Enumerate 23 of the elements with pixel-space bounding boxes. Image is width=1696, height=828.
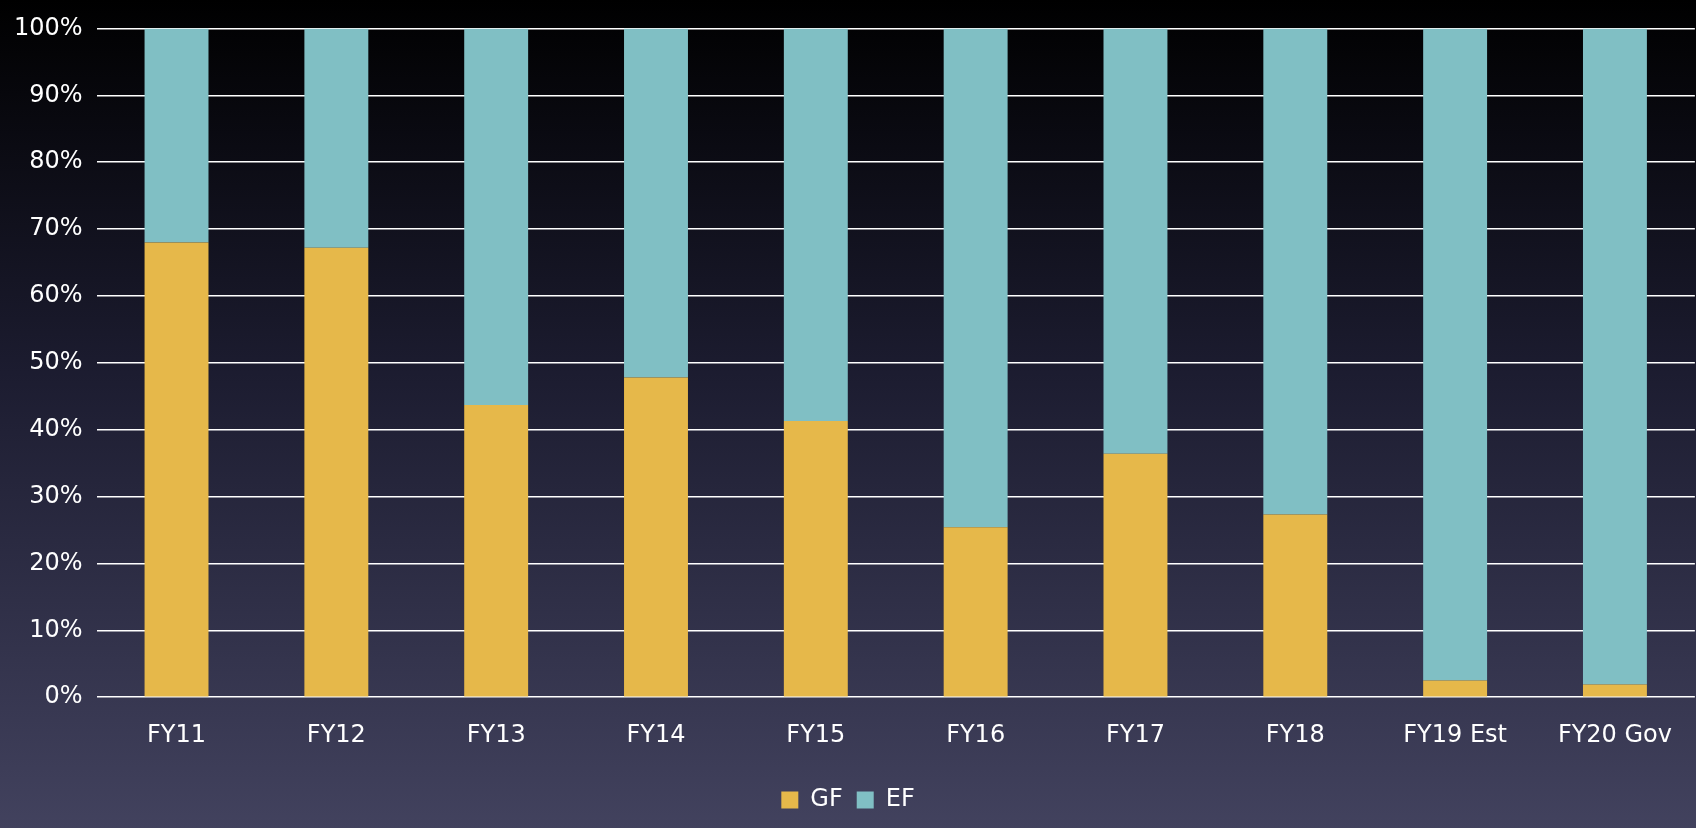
x-tick-label: FY18 [1265, 719, 1325, 748]
x-tick-label: FY20 Gov [1557, 719, 1672, 748]
legend-label: EF [885, 784, 915, 813]
y-tick-label: 20% [29, 547, 83, 576]
y-tick-label: 80% [29, 146, 83, 175]
x-tick-label: FY15 [786, 719, 846, 748]
x-tick-label: FY17 [1105, 719, 1165, 748]
x-tick-label: FY13 [466, 719, 526, 748]
y-tick-label: 50% [29, 347, 83, 376]
x-tick-label: FY11 [147, 719, 207, 748]
x-tick-label: FY12 [306, 719, 366, 748]
y-tick-label: 90% [29, 79, 83, 108]
legend-label: GF [810, 784, 843, 813]
x-tick-label: FY16 [946, 719, 1006, 748]
y-tick-label: 0% [44, 681, 83, 710]
y-tick-label: 60% [29, 280, 83, 309]
y-tick-label: 40% [29, 413, 83, 442]
y-tick-label: 70% [29, 213, 83, 242]
x-tick-label: FY19 Est [1403, 719, 1507, 748]
y-tick-label: 10% [29, 614, 83, 643]
y-tick-label: 100% [13, 12, 83, 41]
x-tick-label: FY14 [626, 719, 686, 748]
y-tick-label: 30% [29, 480, 83, 509]
